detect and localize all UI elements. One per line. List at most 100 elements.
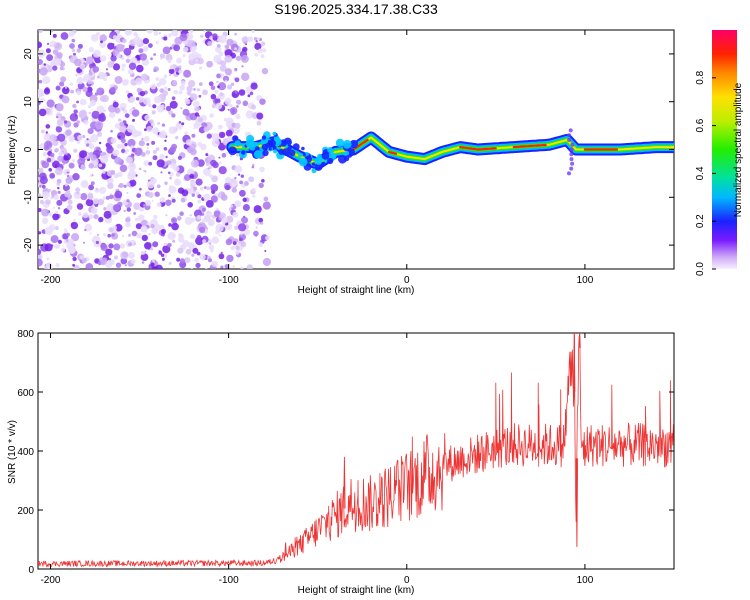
heatmap-noise-blob xyxy=(118,135,121,139)
heatmap-noise-blob xyxy=(253,205,262,214)
heatmap-noise-blob xyxy=(128,233,132,237)
heatmap-noise-blob xyxy=(165,53,173,62)
heatmap-noise-blob xyxy=(48,188,52,192)
heatmap-noise-blob xyxy=(180,80,186,86)
snr-y-label: SNR (10 * v/v) xyxy=(7,420,18,484)
heatmap-ridge-blob xyxy=(278,149,285,155)
heatmap-noise-blob xyxy=(85,263,94,269)
heatmap-noise-blob xyxy=(80,180,89,189)
heatmap-noise-blob xyxy=(200,34,204,38)
heatmap-noise-blob xyxy=(106,177,114,185)
heatmap-noise-blob xyxy=(97,75,100,79)
heatmap-noise-blob xyxy=(179,84,185,91)
heatmap-noise-blob xyxy=(191,253,195,257)
heatmap-y-tick-label: 10 xyxy=(23,96,34,108)
heatmap-noise-blob xyxy=(56,118,64,126)
heatmap-noise-blob xyxy=(241,65,244,68)
heatmap-noise-blob xyxy=(251,104,256,110)
heatmap-noise-blob xyxy=(167,59,172,64)
heatmap-noise-blob xyxy=(120,257,128,265)
heatmap-noise-blob xyxy=(150,262,155,267)
heatmap-noise-blob xyxy=(231,187,237,193)
snr-spike xyxy=(569,362,572,375)
heatmap-noise-blob xyxy=(121,148,126,154)
heatmap-noise-blob xyxy=(136,233,142,239)
heatmap-noise-blob xyxy=(84,228,87,232)
heatmap-noise-blob xyxy=(218,166,227,175)
heatmap-noise-blob xyxy=(50,196,53,200)
heatmap-noise-blob xyxy=(52,33,57,38)
heatmap-noise-blob xyxy=(88,111,91,115)
heatmap-noise-blob xyxy=(218,131,226,139)
heatmap-noise-blob xyxy=(178,65,182,69)
heatmap-noise-blob xyxy=(169,185,174,190)
heatmap-noise-blob xyxy=(56,116,59,119)
heatmap-noise-blob xyxy=(152,241,159,248)
heatmap-noise-blob xyxy=(114,107,120,114)
heatmap-noise-blob xyxy=(159,224,165,230)
heatmap-noise-blob xyxy=(137,214,145,221)
heatmap-noise-blob xyxy=(255,40,258,43)
heatmap-noise-blob xyxy=(87,128,94,135)
heatmap-noise-blob xyxy=(260,54,265,59)
heatmap-noise-blob xyxy=(40,129,45,134)
heatmap-noise-blob xyxy=(220,265,224,269)
heatmap-noise-blob xyxy=(238,223,247,232)
heatmap-noise-blob xyxy=(125,221,131,228)
heatmap-noise-blob xyxy=(224,55,233,63)
heatmap-ridge-blob xyxy=(245,139,255,148)
heatmap-noise-blob xyxy=(226,215,234,223)
heatmap-noise-blob xyxy=(57,133,66,142)
heatmap-noise-blob xyxy=(67,189,70,193)
heatmap-noise-blob xyxy=(146,222,150,226)
heatmap-noise-blob xyxy=(38,193,42,198)
heatmap-noise-blob xyxy=(163,242,168,247)
heatmap-noise-blob xyxy=(73,148,78,153)
heatmap-noise-blob xyxy=(234,32,237,36)
heatmap-noise-blob xyxy=(45,124,51,129)
heatmap-noise-blob xyxy=(72,173,80,181)
heatmap-noise-blob xyxy=(197,194,202,199)
heatmap-noise-blob xyxy=(144,114,150,121)
heatmap-noise-blob xyxy=(184,131,188,135)
heatmap-noise-blob xyxy=(177,247,184,254)
heatmap-noise-blob xyxy=(46,54,53,61)
heatmap-noise-blob xyxy=(243,228,250,236)
heatmap-noise-blob xyxy=(129,179,137,187)
heatmap-noise-blob xyxy=(38,231,42,235)
heatmap-noise-blob xyxy=(160,228,166,235)
heatmap-noise-blob xyxy=(232,211,239,218)
heatmap-noise-blob xyxy=(224,44,230,50)
heatmap-noise-blob xyxy=(41,217,49,224)
heatmap-noise-blob xyxy=(73,218,76,221)
heatmap-noise-blob xyxy=(209,174,214,179)
heatmap-noise-blob xyxy=(247,36,254,42)
heatmap-noise-blob xyxy=(195,59,199,63)
heatmap-noise-blob xyxy=(238,237,243,242)
heatmap-noise-blob xyxy=(69,43,75,49)
heatmap-noise-blob xyxy=(218,51,224,57)
heatmap-noise-blob xyxy=(79,63,86,70)
snr-x-tick-label: 100 xyxy=(577,575,594,586)
heatmap-noise-blob xyxy=(172,239,176,243)
heatmap-noise-blob xyxy=(165,155,168,159)
heatmap-noise-blob xyxy=(53,206,56,209)
heatmap-noise-blob xyxy=(93,214,99,220)
heatmap-ridge-blob xyxy=(228,146,238,156)
heatmap-noise-blob xyxy=(94,120,104,130)
heatmap-noise-blob xyxy=(165,199,172,206)
heatmap-noise-blob xyxy=(152,259,155,263)
heatmap-noise-blob xyxy=(158,250,163,255)
snr-spike xyxy=(284,542,287,556)
heatmap-noise-blob xyxy=(185,248,192,255)
heatmap-noise-blob xyxy=(216,80,219,84)
heatmap-noise-blob xyxy=(42,191,50,200)
heatmap-noise-blob xyxy=(69,113,79,122)
heatmap-noise-blob xyxy=(218,234,222,237)
heatmap-noise-blob xyxy=(210,85,216,91)
heatmap-noise-blob xyxy=(89,232,92,235)
heatmap-noise-blob xyxy=(103,207,107,211)
heatmap-noise-blob xyxy=(118,124,127,133)
heatmap-noise-blob xyxy=(205,161,210,166)
